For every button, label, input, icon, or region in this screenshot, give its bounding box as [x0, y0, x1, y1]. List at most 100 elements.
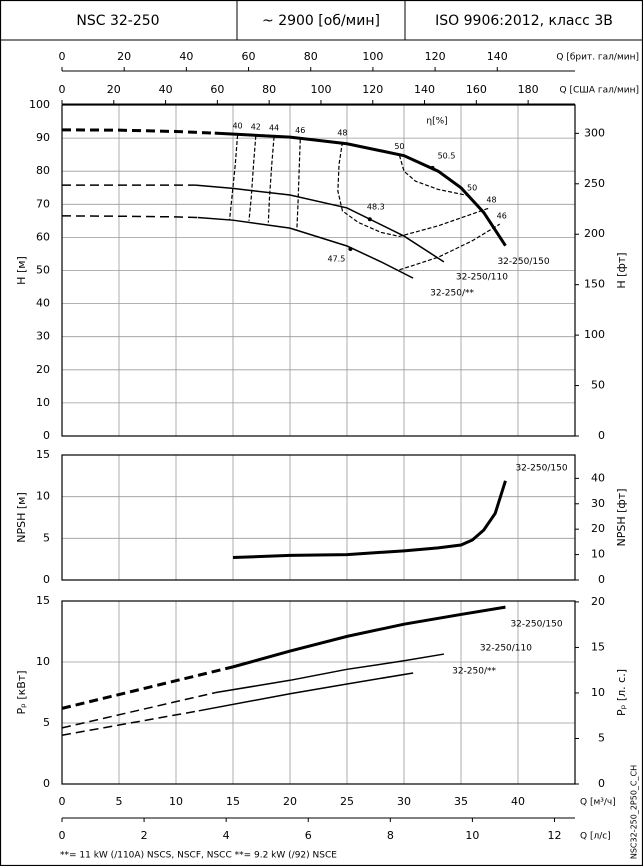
curve-label: 32-250/150 [497, 257, 549, 267]
y2-tick-label: 10 [591, 548, 605, 561]
y2-tick-label: 50 [591, 379, 605, 392]
footnote: **= 11 kW (/110A) NSCS, NSCF, NSCC **= 9… [60, 851, 337, 861]
curve [215, 653, 445, 694]
efficiency-value: 50.5 [438, 151, 456, 160]
efficiency-value: 44 [269, 123, 279, 132]
curve [198, 672, 414, 712]
x-top-tick-label: 120 [425, 50, 446, 63]
y-tick-label: 30 [36, 330, 50, 343]
y2-axis-label: NPSH [фт] [615, 488, 628, 546]
x-bottom-tick-label: 30 [397, 795, 411, 808]
efficiency-curve [267, 136, 275, 223]
y-tick-label: 20 [36, 363, 50, 376]
efficiency-value: 40 [232, 122, 242, 131]
x-top-tick-label: 60 [210, 83, 224, 96]
y2-axis-label: Pₚ [л. с.] [615, 669, 628, 716]
x-bottom-tick-label: 10 [169, 795, 183, 808]
curve [195, 184, 445, 263]
y-tick-label: 10 [36, 655, 50, 668]
x-bottom-tick-label: 20 [283, 795, 297, 808]
y-tick-label: 70 [36, 197, 50, 210]
x-top-tick-label: 100 [362, 50, 383, 63]
y-tick-label: 80 [36, 164, 50, 177]
efficiency-curve [337, 141, 490, 238]
header-cell: NSC 32-250 [76, 13, 159, 29]
y2-tick-label: 200 [584, 227, 605, 240]
y-axis-label: H [м] [15, 256, 28, 285]
efficiency-curve [398, 155, 471, 197]
efficiency-value: 48 [337, 129, 347, 138]
efficiency-value: 42 [251, 122, 261, 131]
y-tick-label: 40 [36, 297, 50, 310]
y2-tick-label: 15 [591, 640, 605, 653]
efficiency-curve [228, 135, 239, 220]
y-tick-label: 5 [43, 531, 50, 544]
x-top-tick-label: 180 [518, 83, 539, 96]
curve-label: 32-250/150 [515, 463, 567, 473]
header-cell: ISO 9906:2012, класс 3B [435, 13, 613, 29]
y2-tick-label: 10 [591, 686, 605, 699]
y2-tick-label: 0 [598, 429, 605, 442]
y-tick-label: 10 [36, 396, 50, 409]
x-top-tick-label: 100 [310, 83, 331, 96]
y2-tick-label: 5 [598, 731, 605, 744]
efficiency-value: 47.5 [328, 254, 346, 263]
curve [214, 131, 507, 247]
y-tick-label: 15 [36, 594, 50, 607]
y2-tick-label: 40 [591, 471, 605, 484]
x-top-tick-label: 20 [117, 50, 131, 63]
curve-dashed [61, 665, 234, 710]
curve [232, 480, 507, 559]
efficiency-value: 48.3 [367, 203, 385, 212]
x-bottom-tick-label: 25 [340, 795, 354, 808]
header-cell: ~ 2900 [об/мин] [262, 13, 380, 29]
y2-tick-label: 100 [584, 328, 605, 341]
efficiency-label: η[%] [426, 117, 447, 127]
y2-tick-label: 20 [591, 595, 605, 608]
y2-tick-label: 0 [598, 573, 605, 586]
efficiency-curve [296, 139, 301, 231]
y-tick-label: 100 [29, 98, 50, 111]
curve-label: 32-250/** [452, 666, 496, 676]
y-tick-label: 0 [43, 777, 50, 790]
y-tick-label: 10 [36, 490, 50, 503]
x-top-tick-label: 20 [107, 83, 121, 96]
curve-dashed [61, 710, 199, 736]
y-tick-label: 60 [36, 230, 50, 243]
x-top-tick-label: 40 [179, 50, 193, 63]
efficiency-value: 48 [486, 195, 496, 204]
x-top-tick-label: 80 [304, 50, 318, 63]
x-bottom-tick-label: 0 [59, 829, 66, 842]
efficiency-value: 46 [497, 212, 507, 221]
y-tick-label: 50 [36, 264, 50, 277]
x-top-tick-label: 160 [466, 83, 487, 96]
efficiency-value: 46 [295, 126, 305, 135]
x-bottom-tick-label: 6 [305, 829, 312, 842]
efficiency-curve [248, 135, 257, 221]
x-top-tick-label: 120 [362, 83, 383, 96]
x-bottom-tick-label: 0 [59, 795, 66, 808]
curve [197, 216, 414, 279]
efficiency-curve [399, 223, 501, 271]
plot-frame [61, 454, 576, 581]
y-tick-label: 15 [36, 448, 50, 461]
x-bottom-tick-label: 5 [116, 795, 123, 808]
y2-axis-label: H [фт] [615, 252, 628, 288]
x-bottom-tick-label: 35 [454, 795, 468, 808]
y-tick-label: 0 [43, 573, 50, 586]
x-bottom-tick-label: 2 [141, 829, 148, 842]
x-bottom-axis-label: Q [м³/ч] [580, 798, 616, 808]
y2-tick-label: 0 [598, 777, 605, 790]
y-tick-label: 0 [43, 429, 50, 442]
drawing-code: NSC32-250_2P50_C_CH [630, 765, 639, 859]
efficiency-value: 50 [467, 184, 477, 193]
curve-label: 32-250/150 [510, 620, 562, 630]
y-tick-label: 90 [36, 131, 50, 144]
y2-tick-label: 250 [584, 177, 605, 190]
x-bottom-tick-label: 12 [547, 829, 561, 842]
y-axis-label: NPSH [м] [15, 492, 28, 543]
x-top-axis-label: Q [брит. гал/мин] [556, 53, 639, 63]
curve [232, 605, 506, 669]
x-bottom-tick-label: 4 [223, 829, 230, 842]
